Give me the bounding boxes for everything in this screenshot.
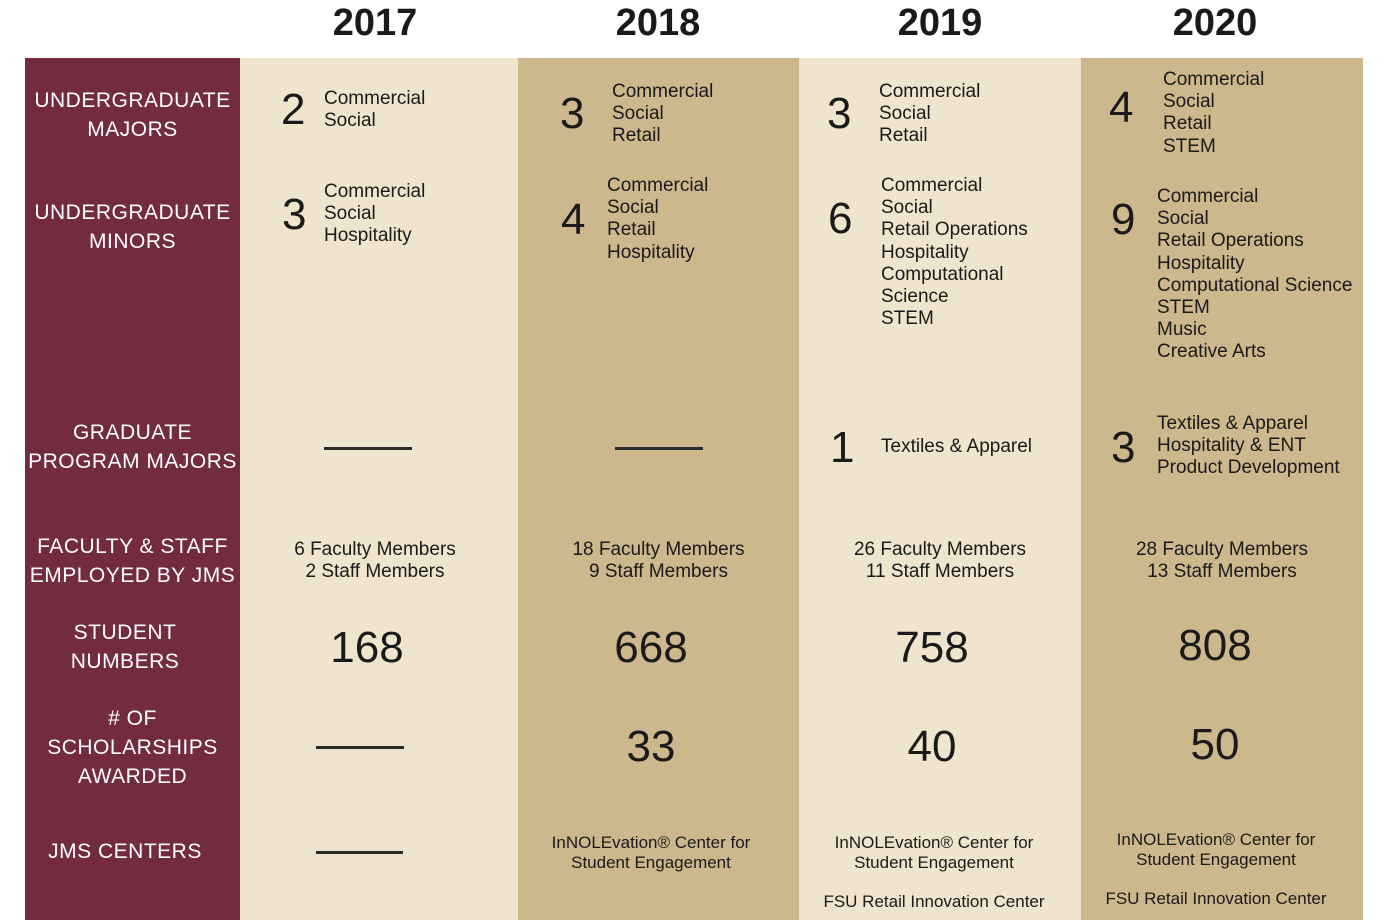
list-item: STEM [1163, 135, 1216, 157]
list-item: Retail Operations [1157, 230, 1304, 252]
grad-majors-list-2019: Textiles & Apparel [881, 436, 1032, 458]
year-header-2018: 2018 [615, 2, 701, 44]
ug-minors-list-2018: Commercial Social Retail Hospitality [607, 175, 708, 264]
ug-minors-count-2019: 6 [828, 194, 853, 243]
list-item: Retail Operations [881, 219, 1028, 241]
label-scholarships: # OF SCHOLARSHIPS AWARDED [47, 707, 218, 788]
list-item: Creative Arts [1157, 341, 1266, 363]
year-header-2017: 2017 [332, 2, 418, 44]
year-header-2020: 2020 [1172, 2, 1258, 44]
ug-majors-count-2019: 3 [827, 89, 852, 138]
faculty-staff-2018: 18 Faculty Members 9 Staff Members [572, 539, 745, 582]
list-item: Retail [879, 125, 928, 147]
list-item: Hospitality [1157, 252, 1245, 274]
student-numbers-2019: 758 [895, 623, 969, 672]
list-item: Retail [1163, 113, 1212, 135]
list-item: Commercial [324, 88, 426, 109]
ug-majors-list-2018: Commercial Social Retail [612, 81, 713, 148]
label-jms-centers: JMS CENTERS [48, 840, 202, 863]
list-item: Computational Science [1157, 274, 1353, 296]
column-2018 [518, 58, 799, 920]
faculty-staff-2017: 6 Faculty Members 2 Staff Members [294, 539, 456, 582]
ug-minors-list-2019: Commercial Social Retail Operations Hosp… [881, 175, 1028, 330]
column-2019 [799, 58, 1081, 920]
grad-majors-count-2019: 1 [830, 423, 855, 472]
list-item: Science [881, 286, 949, 308]
list-item: STEM [881, 308, 934, 330]
column-2017 [240, 58, 518, 920]
list-item: STEM [1157, 297, 1210, 319]
list-item: Product Development [1157, 457, 1340, 479]
ug-majors-list-2020: Commercial Social Retail STEM [1163, 69, 1264, 158]
list-item: Social [612, 103, 664, 125]
scholarships-2018: 33 [626, 722, 676, 771]
list-item: Social [879, 103, 931, 125]
list-item: Retail [612, 125, 661, 147]
year-header-2019: 2019 [897, 2, 983, 44]
list-item: Textiles & Apparel [1157, 413, 1309, 434]
list-item: Hospitality & ENT [1157, 435, 1306, 457]
centers-retail-2020: FSU Retail Innovation Center [1105, 889, 1327, 908]
ug-minors-list-2020: Commercial Social Retail Operations Hosp… [1157, 186, 1352, 364]
scholarships-2020: 50 [1190, 720, 1240, 769]
list-item: Commercial [324, 181, 426, 202]
ug-majors-list-2019: Commercial Social Retail [879, 81, 980, 148]
ug-majors-count-2018: 3 [560, 89, 585, 138]
student-numbers-2020: 808 [1178, 621, 1252, 670]
faculty-staff-2020: 28 Faculty Members 13 Staff Members [1135, 539, 1309, 582]
list-item: Social [1163, 91, 1215, 113]
list-item: Retail [607, 219, 656, 241]
label-student-numbers: STUDENT NUMBERS [70, 621, 180, 673]
list-item: Hospitality [324, 225, 412, 247]
list-item: Commercial [881, 175, 983, 196]
list-item: Social [324, 203, 376, 225]
ug-minors-list-2017: Commercial Social Hospitality [324, 181, 425, 248]
column-2020 [1081, 58, 1363, 920]
ug-majors-list-2017: Commercial Social [324, 88, 425, 132]
label-undergraduate-minors: UNDERGRADUATE MINORS [34, 201, 231, 253]
centers-engagement-2019: InNOLEvation® Center for Student Engagem… [834, 833, 1034, 872]
list-item: Commercial [879, 81, 981, 102]
grad-majors-list-2020: Textiles & Apparel Hospitality & ENT Pro… [1157, 413, 1340, 480]
student-numbers-2017: 168 [330, 623, 404, 672]
ug-minors-count-2020: 9 [1111, 195, 1136, 244]
list-item: Commercial [1163, 69, 1265, 90]
list-item: Computational [881, 263, 1004, 285]
label-undergraduate-majors: UNDERGRADUATE MAJORS [34, 89, 231, 141]
centers-engagement-2018: InNOLEvation® Center for Student Engagem… [551, 833, 751, 872]
label-graduate-program-majors: GRADUATE PROGRAM MAJORS [28, 421, 237, 473]
ug-minors-count-2017: 3 [282, 190, 307, 239]
list-item: Textiles & Apparel [881, 436, 1033, 457]
centers-engagement-2020: InNOLEvation® Center for Student Engagem… [1116, 830, 1316, 869]
list-item: Commercial [1157, 186, 1259, 207]
centers-retail-2019: FSU Retail Innovation Center [823, 892, 1045, 911]
list-item: Social [881, 197, 933, 219]
list-item: Commercial [612, 81, 714, 102]
grad-majors-none-2018 [615, 447, 703, 450]
grad-majors-none-2017 [324, 447, 412, 450]
list-item: Hospitality [607, 241, 695, 263]
list-item: Hospitality [881, 241, 969, 263]
faculty-staff-2019: 26 Faculty Members 11 Staff Members [853, 539, 1027, 582]
label-faculty-staff: FACULTY & STAFF EMPLOYED BY JMS [29, 535, 236, 587]
centers-none-2017 [316, 851, 403, 854]
list-item: Commercial [607, 175, 709, 196]
scholarships-2019: 40 [907, 722, 957, 771]
student-numbers-2018: 668 [614, 623, 688, 672]
grad-majors-count-2020: 3 [1111, 423, 1136, 472]
list-item: Social [324, 110, 376, 132]
ug-majors-count-2020: 4 [1109, 83, 1134, 132]
scholarships-none-2017 [316, 746, 404, 749]
list-item: Social [607, 197, 659, 219]
row-label-column [25, 58, 240, 920]
list-item: Social [1157, 208, 1209, 230]
list-item: Music [1157, 319, 1207, 341]
ug-minors-count-2018: 4 [561, 195, 586, 244]
ug-majors-count-2017: 2 [281, 85, 306, 134]
